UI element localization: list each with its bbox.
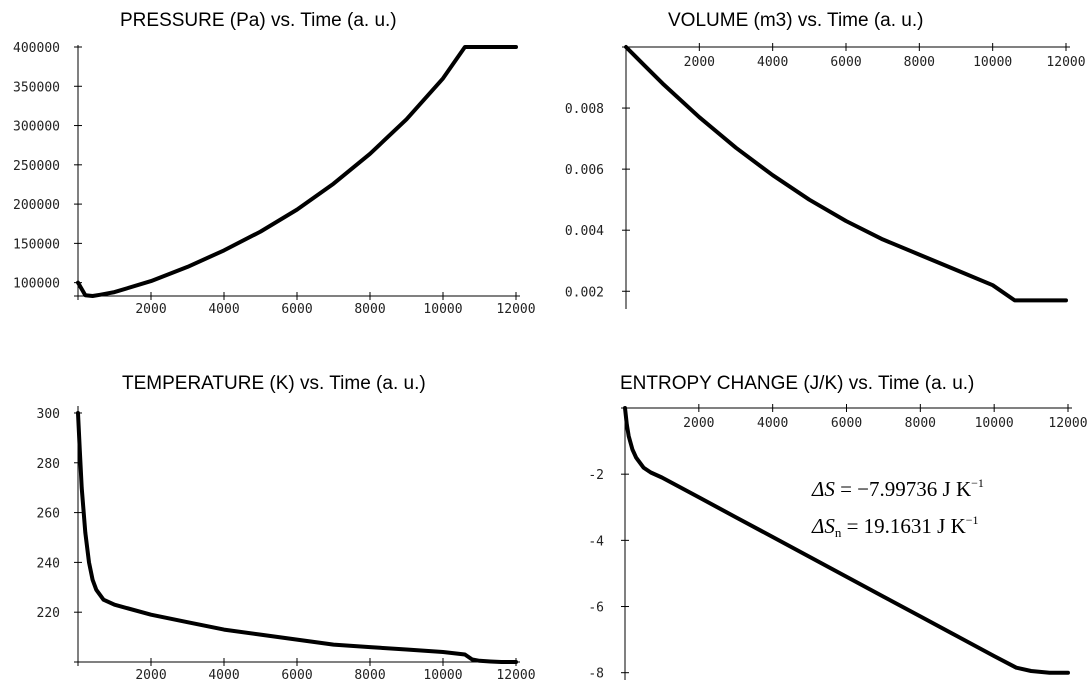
x-tick-label: 12000 (1046, 55, 1085, 70)
x-tick-label: 8000 (354, 302, 385, 317)
y-tick-label: 300000 (13, 120, 60, 135)
y-tick-label: 0.002 (565, 285, 604, 300)
y-tick-label: 200000 (13, 198, 60, 213)
y-tick-label: 0.006 (565, 163, 604, 178)
y-tick-label: 150000 (13, 237, 60, 252)
x-tick-label: 10000 (423, 302, 462, 317)
entropy-annotation-1: ΔS = −7.99736 J K−1 (812, 476, 984, 501)
x-tick-label: 4000 (757, 55, 788, 70)
x-tick-label: 2000 (683, 416, 714, 431)
series-line (76, 411, 518, 664)
y-tick-label: 0.004 (565, 224, 604, 239)
y-tick-label: 300 (37, 407, 60, 422)
y-tick-label: 100000 (13, 277, 60, 292)
x-tick-label: 8000 (904, 55, 935, 70)
x-tick-label: 10000 (423, 668, 462, 683)
volume-chart: VOLUME (m3) vs. Time (a. u.) (544, 0, 1088, 340)
x-tick-label: 10000 (975, 416, 1014, 431)
x-tick-label: 6000 (281, 302, 312, 317)
chart-title: ENTROPY CHANGE (J/K) vs. Time (a. u.) (620, 373, 975, 394)
x-tick-label: 6000 (281, 668, 312, 683)
y-tick-label: 350000 (13, 80, 60, 95)
y-tick-label: 400000 (13, 41, 60, 56)
x-tick-label: 12000 (1048, 416, 1087, 431)
x-tick-label: 2000 (684, 55, 715, 70)
chart-title: PRESSURE (Pa) vs. Time (a. u.) (120, 10, 397, 31)
y-tick-label: -4 (588, 534, 604, 549)
x-tick-label: 12000 (496, 668, 535, 683)
y-tick-label: -8 (588, 667, 604, 682)
temperature-chart: TEMPERATURE (K) vs. Time (a. u.) (0, 343, 544, 687)
x-tick-label: 10000 (973, 55, 1012, 70)
x-tick-label: 6000 (831, 416, 862, 431)
x-tick-label: 8000 (905, 416, 936, 431)
x-tick-label: 4000 (757, 416, 788, 431)
y-tick-label: 240 (37, 556, 60, 571)
x-tick-label: 12000 (496, 302, 535, 317)
x-tick-label: 4000 (208, 668, 239, 683)
y-tick-label: 280 (37, 457, 60, 472)
x-tick-label: 4000 (208, 302, 239, 317)
y-tick-label: -2 (588, 468, 604, 483)
y-tick-label: 260 (37, 507, 60, 522)
x-tick-label: 6000 (830, 55, 861, 70)
series-line (624, 45, 1068, 303)
pressure-chart: PRESSURE (Pa) vs. Time (a. u.) (0, 0, 544, 340)
series-line (76, 45, 518, 298)
chart-title: TEMPERATURE (K) vs. Time (a. u.) (122, 373, 426, 394)
y-tick-label: 220 (37, 606, 60, 621)
y-tick-label: 250000 (13, 159, 60, 174)
x-tick-label: 2000 (135, 668, 166, 683)
x-tick-label: 2000 (135, 302, 166, 317)
y-tick-label: -6 (588, 601, 604, 616)
chart-title: VOLUME (m3) vs. Time (a. u.) (668, 10, 924, 31)
entropy-annotation-2: ΔSn = 19.1631 J K−1 (812, 513, 979, 540)
entropy-chart: ENTROPY CHANGE (J/K) vs. Time (a. u.) ΔS… (544, 343, 1088, 687)
y-tick-label: 0.008 (565, 102, 604, 117)
x-tick-label: 8000 (354, 668, 385, 683)
series-line (623, 406, 1070, 675)
